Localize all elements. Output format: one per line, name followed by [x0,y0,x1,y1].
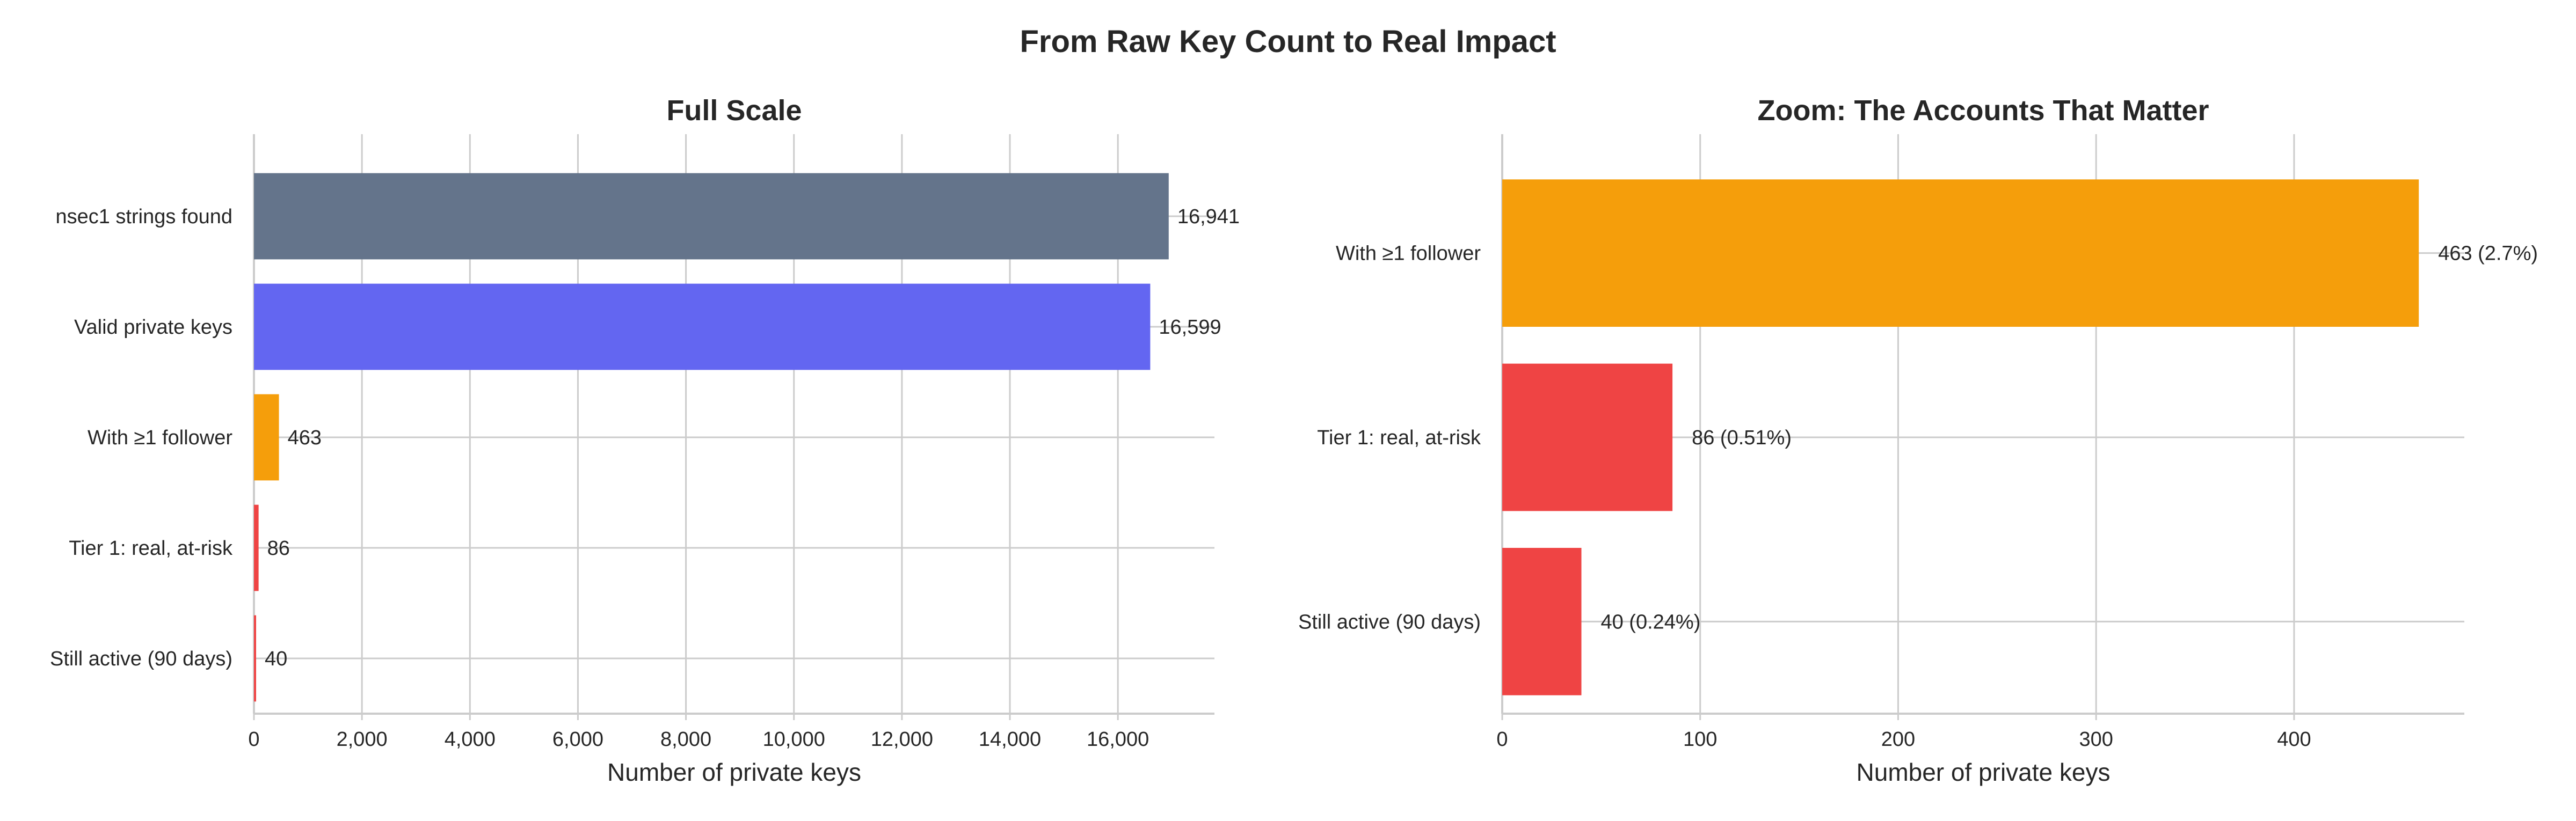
x-tick-label: 0 [1496,728,1508,751]
x-tick-label: 6,000 [552,728,603,751]
category-label: With ≥1 follower [1336,243,1481,265]
x-tick-label: 8,000 [660,728,711,751]
category-label: Still active (90 days) [50,648,232,670]
bar [254,394,279,481]
chart-title: Zoom: The Accounts That Matter [1757,94,2209,127]
bar [1502,548,1582,695]
category-label: Still active (90 days) [1298,611,1481,633]
x-axis-title: Number of private keys [1857,758,2111,786]
figure-title: From Raw Key Count to Real Impact [1020,24,1556,59]
x-tick-label: 300 [2079,728,2113,751]
x-tick-label: 2,000 [337,728,388,751]
x-tick-label: 100 [1683,728,1717,751]
value-label: 86 (0.51%) [1692,427,1792,449]
value-label: 463 (2.7%) [2438,243,2538,265]
category-label: Valid private keys [74,316,232,339]
x-axis-title: Number of private keys [607,758,861,786]
value-label: 40 (0.24%) [1600,611,1700,633]
value-label: 16,941 [1177,206,1240,228]
bar [1502,363,1673,511]
x-tick-label: 16,000 [1087,728,1149,751]
x-tick-label: 12,000 [871,728,933,751]
category-label: Tier 1: real, at-risk [1317,427,1481,449]
value-label: 16,599 [1159,316,1221,339]
value-label: 40 [265,648,287,670]
x-tick-label: 0 [248,728,259,751]
chart-title: Full Scale [666,94,802,127]
bar [254,173,1169,260]
value-label: 86 [267,537,290,560]
bar [1502,179,2419,327]
category-label: Tier 1: real, at-risk [69,537,233,560]
bar [254,504,259,591]
x-tick-label: 200 [1881,728,1915,751]
bar [254,615,257,702]
category-label: With ≥1 follower [88,427,232,449]
bar [254,283,1151,370]
x-tick-label: 400 [2277,728,2311,751]
value-label: 463 [288,427,322,449]
category-label: nsec1 strings found [55,206,232,228]
x-tick-label: 14,000 [979,728,1041,751]
x-tick-label: 10,000 [763,728,825,751]
x-tick-label: 4,000 [445,728,496,751]
